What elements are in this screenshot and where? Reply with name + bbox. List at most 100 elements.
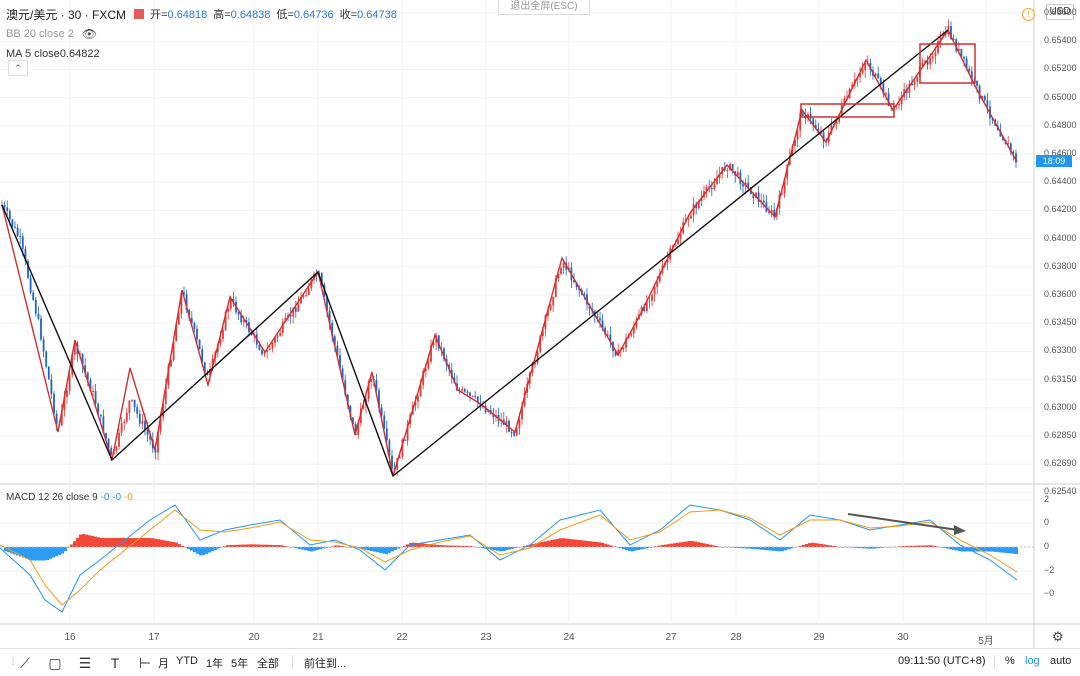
log-toggle[interactable]: log (1025, 655, 1040, 667)
macd-histogram-bar (613, 546, 616, 547)
macd-histogram-bar (34, 547, 37, 561)
candle-body (175, 324, 178, 342)
candle-body (292, 307, 295, 317)
macd-histogram-bar (823, 544, 826, 547)
ma-indicator-label[interactable]: MA 5 close (6, 48, 60, 60)
candle-body (276, 335, 279, 338)
candle-body (281, 322, 284, 333)
macd-histogram-bar (361, 547, 364, 550)
goto-button[interactable]: 前往到... (304, 658, 347, 670)
candle-body (521, 406, 523, 420)
macd-histogram-bar (955, 547, 958, 551)
candle-body (370, 379, 373, 382)
candle-body (414, 401, 417, 406)
macd-histogram-bar (421, 543, 424, 547)
consolidation-box (919, 43, 976, 84)
candle-body (258, 344, 261, 350)
macd-legend[interactable]: MACD 12 26 close 9 -0 -0 -0 (6, 492, 133, 503)
range-all-button[interactable]: 全部 (257, 658, 279, 670)
clock-readout[interactable]: 09:11:50 (UTC+8) (898, 655, 986, 667)
macd-histogram-bar (556, 538, 559, 547)
candle-body (809, 113, 812, 119)
settings-gear-icon[interactable]: ⚙ (1052, 629, 1064, 644)
macd-histogram-bar (709, 544, 712, 547)
bb-indicator-label[interactable]: BB 20 close 2 (6, 28, 74, 40)
auto-toggle[interactable]: auto (1050, 655, 1072, 667)
bottom-toolbar: ⁞ ⟋ ▢ ☰ T ⊢ 月 YTD 1年 5年 全部 前往到... 09:11:… (0, 648, 1080, 676)
candle-body (1012, 151, 1015, 154)
macd-histogram-bar (235, 544, 238, 547)
exit-fullscreen-button[interactable]: 退出全屏(ESC) (498, 0, 590, 15)
arrowhead-icon (954, 525, 966, 535)
macd-histogram-bar (1003, 547, 1006, 553)
macd-histogram-bar (838, 546, 841, 548)
range-5y-button[interactable]: 5年 (231, 658, 249, 670)
drag-handle-icon[interactable]: ⁞ (11, 657, 15, 668)
candle-body (562, 262, 565, 268)
collapse-legend-button[interactable]: ⌃ (8, 60, 28, 76)
percent-toggle[interactable]: % (1005, 655, 1015, 667)
candle-body (167, 366, 170, 386)
candle-body (822, 132, 825, 142)
candle-body (697, 201, 700, 209)
candle-body (484, 405, 487, 413)
macd-histogram-bar (439, 545, 442, 547)
eye-icon[interactable]: 👁 (81, 27, 98, 41)
candle-body (469, 392, 471, 396)
candle-body (960, 48, 963, 57)
candle-body (266, 350, 269, 352)
range-1y-button[interactable]: 1年 (206, 658, 224, 670)
candle-body (1007, 143, 1010, 145)
candle-body (794, 139, 796, 147)
price-tick-label: 0.62850 (1044, 430, 1077, 440)
macd-histogram-bar (625, 547, 628, 550)
macd-histogram-bar (916, 545, 919, 547)
candle-body (107, 438, 110, 448)
macd-histogram-bar (952, 547, 955, 550)
macd-histogram-bar (394, 547, 397, 550)
macd-histogram-bar (280, 545, 283, 547)
candle-body (523, 392, 526, 407)
candle-body (333, 336, 336, 346)
candle-body (916, 77, 919, 82)
fib-tool-icon[interactable]: ☰ (78, 655, 92, 671)
price-tick-label: 0.63300 (1044, 345, 1077, 356)
candle-body (341, 368, 344, 381)
trendline-tool-icon[interactable]: ⟋ (20, 655, 30, 671)
macd-histogram-bar (151, 538, 154, 547)
symbol-title[interactable]: 澳元/美元 · 30 · FXCM (6, 7, 127, 22)
rectangle-tool-icon[interactable]: ▢ (48, 655, 62, 671)
macd-histogram-bar (139, 538, 142, 547)
measure-tool-icon[interactable]: ⊢ (138, 655, 152, 671)
macd-histogram-bar (454, 545, 457, 547)
macd-histogram-bar (436, 544, 439, 547)
candle-body (141, 421, 144, 424)
candle-body (302, 295, 305, 297)
candle-body (427, 361, 430, 369)
candle-body (279, 332, 282, 336)
candle-body (898, 104, 900, 106)
candle-body (534, 362, 536, 365)
macd-histogram-bar (808, 543, 811, 547)
macd-histogram-bar (226, 545, 229, 547)
macd-histogram-bar (715, 545, 718, 547)
toolbar-divider (994, 655, 995, 669)
currency-label[interactable]: USD (1046, 4, 1074, 20)
candle-body (573, 280, 575, 283)
macd-histogram-bar (778, 547, 781, 552)
range-ytd-button[interactable]: YTD (176, 655, 198, 667)
chart-canvas[interactable] (0, 0, 1080, 648)
candle-body (773, 209, 776, 217)
text-tool-icon[interactable]: T (110, 655, 120, 671)
wave-lines (1, 28, 1018, 478)
macd-histogram-bar (22, 547, 25, 558)
range-month-button[interactable]: 月 (158, 658, 169, 670)
candle-body (154, 448, 157, 453)
time-tick-label: 30 (897, 632, 909, 643)
time-tick-label: 21 (312, 632, 324, 643)
candle-body (677, 238, 679, 245)
candle-body (131, 399, 133, 401)
macd-histogram-bar (403, 545, 406, 547)
clock-icon[interactable]: ! (1022, 8, 1035, 21)
macd-histogram-bar (172, 541, 175, 547)
